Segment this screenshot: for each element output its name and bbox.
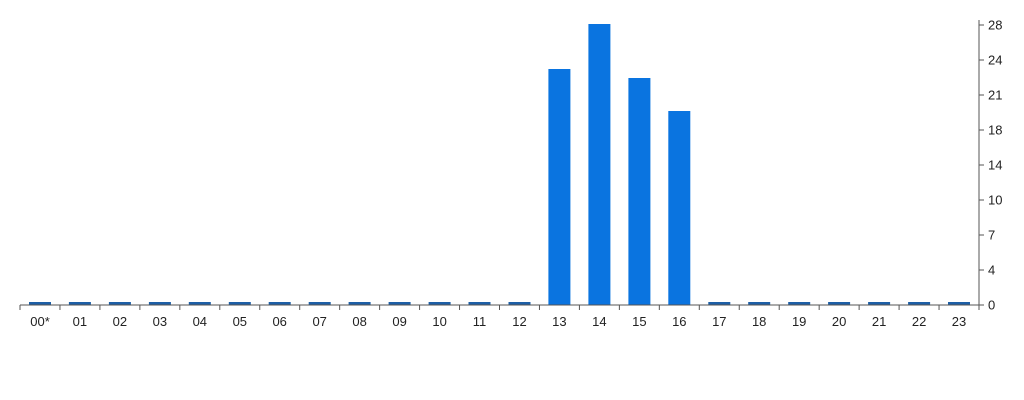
bar-14 [588,24,611,305]
y-tick-label: 18 [988,123,1002,138]
x-tick-label: 02 [113,314,127,329]
bar-02 [108,302,131,305]
y-tick-label: 7 [988,228,995,243]
x-tick-label: 20 [832,314,846,329]
x-tick-label: 05 [233,314,247,329]
y-tick-label: 28 [988,18,1002,33]
x-tick-label: 08 [352,314,366,329]
bar-17 [708,302,731,305]
y-tick-label: 24 [988,53,1002,68]
x-tick-label: 17 [712,314,726,329]
bar-16 [668,111,691,305]
x-axis-ticks: 00* 01 02 03 04 05 06 07 08 09 10 11 12 13 14 15 16 17 18 1… [19,305,980,329]
x-tick-label: 15 [632,314,646,329]
x-tick-label: 14 [592,314,606,329]
x-tick-label: 13 [552,314,566,329]
bar-22 [908,302,931,305]
x-tick-label: 21 [872,314,886,329]
y-tick-label: 0 [988,298,995,313]
x-tick-label: 12 [512,314,526,329]
x-tick-label: 09 [392,314,406,329]
x-tick-label: 00* [30,314,50,329]
bar-11 [468,302,491,305]
bar-19 [788,302,811,305]
y-tick-label: 4 [988,263,995,278]
bar-13 [548,69,571,305]
x-tick-label: 01 [73,314,87,329]
x-tick-label: 22 [912,314,926,329]
x-tick-label: 07 [312,314,326,329]
x-tick-label: 18 [752,314,766,329]
bar-23 [948,302,970,305]
bar-06 [268,302,291,305]
x-tick-label: 10 [432,314,446,329]
bar-18 [748,302,771,305]
bar-10 [428,302,451,305]
bar-08 [348,302,371,305]
bar-07 [308,302,331,305]
bar-03 [148,302,171,305]
y-axis-ticks: 0 4 7 10 14 18 21 24 28 [979,18,1002,313]
bar-04 [188,302,211,305]
y-tick-label: 10 [988,193,1002,208]
bars-layer [29,24,970,305]
x-tick-label: 16 [672,314,686,329]
x-tick-label: 19 [792,314,806,329]
bar-15 [628,78,651,305]
bar-01 [68,302,91,305]
bar-20 [828,302,851,305]
bar-12 [508,302,531,305]
bar-05 [228,302,251,305]
x-tick-label: 04 [193,314,207,329]
bar-00* [29,302,51,305]
y-tick-label: 14 [988,158,1002,173]
x-tick-label: 03 [153,314,167,329]
bar-09 [388,302,411,305]
bar-21 [868,302,891,305]
y-tick-label: 21 [988,88,1002,103]
x-tick-label: 23 [952,314,966,329]
x-tick-label: 11 [473,314,487,329]
x-tick-label: 06 [272,314,286,329]
